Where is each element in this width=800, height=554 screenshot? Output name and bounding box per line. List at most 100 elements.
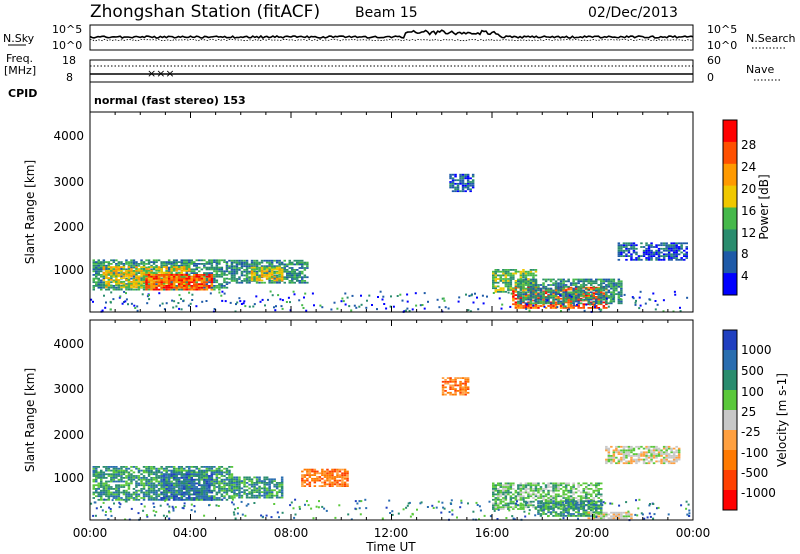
heatmap-cell	[557, 302, 560, 305]
heatmap-cell	[559, 282, 563, 285]
heatmap-cell	[552, 504, 555, 506]
heatmap-speck	[599, 310, 602, 313]
heatmap-cell	[150, 488, 153, 490]
heatmap-cell	[549, 489, 553, 492]
heatmap-cell	[200, 491, 204, 494]
heatmap-cell	[130, 466, 133, 468]
heatmap-cell	[258, 478, 261, 481]
heatmap-cell	[554, 305, 558, 307]
heatmap-cell	[574, 488, 578, 490]
heatmap-speck	[353, 304, 356, 307]
heatmap-cell	[492, 270, 495, 273]
heatmap-cell	[549, 498, 553, 501]
heatmap-cell	[499, 500, 502, 503]
heatmap-cell	[286, 276, 289, 279]
heatmap-cell	[205, 285, 209, 287]
heatmap-cell	[152, 286, 156, 289]
heatmap-cell	[107, 264, 111, 267]
heatmap-cell	[544, 307, 548, 309]
heatmap-cell	[142, 477, 146, 479]
heatmap-cell	[228, 482, 231, 485]
heatmap-cell	[569, 505, 573, 508]
heatmap-cell	[162, 473, 166, 476]
heatmap-cell	[574, 296, 578, 299]
heatmap-cell	[600, 509, 603, 512]
heatmap-cell	[142, 273, 146, 276]
heatmap-cell	[273, 279, 276, 282]
heatmap-speck	[465, 293, 467, 296]
heatmap-cell	[203, 266, 206, 269]
heatmap-cell	[554, 293, 558, 295]
heatmap-cell	[265, 265, 269, 268]
heatmap-cell	[509, 276, 513, 279]
heatmap-cell	[160, 271, 163, 274]
heatmap-cell	[579, 295, 583, 297]
heatmap-cell	[278, 265, 281, 268]
heatmap-cell	[107, 467, 111, 470]
heatmap-cell	[471, 175, 475, 178]
heatmap-cell	[499, 289, 502, 291]
heatmap-cell	[183, 486, 186, 488]
heatmap-cell	[137, 495, 141, 498]
heatmap-cell	[260, 275, 264, 278]
heatmap-cell	[170, 263, 173, 265]
heatmap-cell	[160, 486, 163, 488]
heatmap-cell	[544, 507, 548, 510]
heatmap-cell	[162, 478, 166, 481]
heatmap-cell	[107, 480, 111, 483]
heatmap-cell	[552, 515, 555, 517]
heatmap-cell	[127, 286, 131, 289]
heatmap-cell	[559, 300, 563, 303]
heatmap-cell	[326, 477, 329, 480]
heatmap-cell	[275, 272, 279, 274]
heatmap-cell	[243, 482, 246, 484]
heatmap-cell	[527, 280, 530, 283]
heatmap-cell	[240, 259, 244, 262]
heatmap-cell	[170, 489, 173, 492]
heatmap-cell	[243, 270, 246, 273]
heatmap-cell	[120, 263, 123, 265]
heatmap-cell	[175, 263, 178, 265]
heatmap-cell	[115, 491, 118, 494]
heatmap-cell	[140, 269, 143, 272]
heatmap-cell	[107, 488, 111, 490]
heatmap-cell	[230, 261, 234, 264]
heatmap-cell	[95, 263, 98, 265]
heatmap-speck	[244, 305, 247, 308]
heatmap-speck	[236, 301, 239, 304]
heatmap-cell	[507, 270, 510, 273]
heatmap-cell	[230, 475, 234, 477]
heatmap-cell	[308, 468, 312, 471]
heatmap-speck	[189, 302, 192, 305]
heatmap-cell	[512, 508, 515, 510]
heatmap-cell	[499, 495, 502, 498]
heatmap-cell	[110, 286, 113, 289]
heatmap-cell	[110, 284, 113, 287]
heatmap-cell	[185, 268, 188, 270]
heatmap-cell	[268, 478, 271, 481]
heatmap-cell	[223, 259, 226, 262]
heatmap-speck	[686, 296, 689, 299]
heatmap-cell	[557, 300, 560, 303]
heatmap-cell	[152, 477, 156, 479]
heatmap-cell	[125, 288, 128, 291]
heatmap-cell	[177, 477, 181, 479]
heatmap-cell	[120, 475, 123, 477]
heatmap-speck	[421, 304, 424, 306]
heatmap-cell	[253, 278, 256, 280]
heatmap-cell	[675, 244, 678, 247]
heatmap-cell	[238, 491, 241, 493]
heatmap-cell	[195, 498, 198, 501]
heatmap-cell	[630, 247, 633, 250]
heatmap-cell	[198, 279, 201, 282]
nave-tick-top: 60	[707, 54, 721, 67]
heatmap-cell	[255, 491, 259, 493]
heatmap-cell	[95, 272, 98, 274]
heatmap-cell	[278, 489, 281, 492]
heatmap-cell	[172, 275, 176, 278]
heatmap-cell	[170, 285, 173, 287]
heatmap-cell	[200, 283, 204, 285]
heatmap-cell	[248, 478, 251, 481]
heatmap-cell	[205, 268, 209, 271]
heatmap-cell	[157, 489, 161, 492]
